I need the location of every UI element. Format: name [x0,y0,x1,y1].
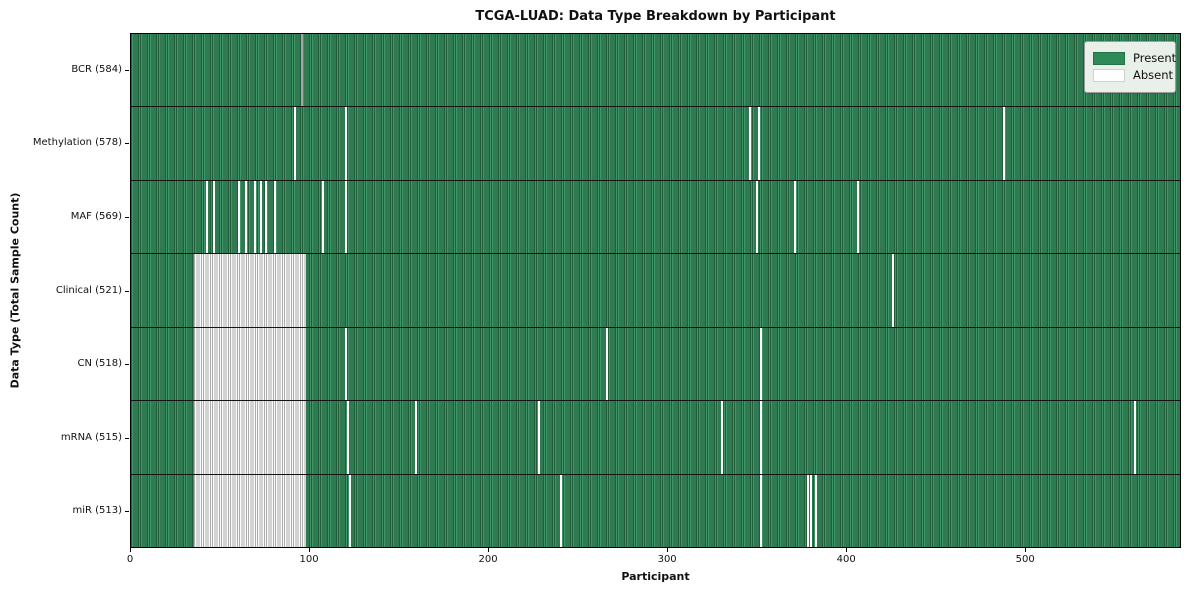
absent-cell [345,107,348,180]
x-tick-mark [667,548,669,552]
absent-cell [265,180,268,254]
legend-label: Present [1133,51,1177,65]
y-tick-mark [125,364,129,366]
absent-cell [345,180,348,254]
x-tick-mark [846,548,848,552]
absent-cell [538,401,541,474]
x-axis-label: Participant [621,570,690,583]
heatmap-row-mir [131,474,1180,547]
x-tick-label-100: 100 [299,554,319,565]
legend-swatch-present [1093,51,1125,65]
y-tick-label-maf: MAF (569) [70,210,122,222]
heatmap-row-methylation [131,107,1180,181]
absent-cell [892,254,895,327]
y-tick-mark [125,511,129,513]
absent-block [193,401,307,474]
y-tick-mark [125,216,129,218]
absent-cell [206,180,209,254]
absent-cell [273,180,276,254]
absent-cell [322,180,325,254]
absent-cell [213,180,216,254]
plot-area [130,33,1181,548]
absent-cell [1133,401,1136,474]
x-tick-mark [488,548,490,552]
y-tick-label-mrna: mRNA (515) [60,431,122,443]
x-tick-label-200: 200 [478,554,498,565]
heatmap-row-bcr [131,34,1180,108]
x-tick-label-300: 300 [657,554,677,565]
x-tick-label-400: 400 [836,554,856,565]
absent-cell [345,327,348,401]
legend-swatch-absent [1093,68,1125,82]
x-tick-mark [1025,548,1027,552]
legend-label: Absent [1133,68,1174,82]
absent-cell [756,180,759,254]
absent-cell [760,401,763,474]
absent-block [193,254,307,327]
y-tick-label-clinical: Clinical (521) [55,284,122,296]
y-tick-mark [125,290,129,292]
y-tick-label-cn: CN (518) [77,358,122,370]
absent-cell [815,474,818,547]
x-tick-label-0: 0 [126,554,134,565]
y-tick-mark [125,69,129,71]
absent-cell [758,107,761,180]
absent-cell [559,474,562,547]
absent-cell [1003,107,1006,180]
legend-entry-absent: Absent [1093,68,1173,82]
absent-cell [856,180,859,254]
absent-cell [760,474,763,547]
y-tick-label-methylation: Methylation (578) [32,137,122,149]
absent-cell [293,107,296,180]
absent-cell [245,180,248,254]
absent-block [193,474,307,547]
heatmap-row-cn [131,327,1180,402]
absent-cell [606,327,609,401]
absent-cell [254,180,257,254]
absent-cell [259,180,262,254]
y-tick-mark [125,437,129,439]
absent-cell [793,180,796,254]
absent-block [193,327,307,401]
heatmap-row-clinical [131,254,1180,328]
x-tick-label-500: 500 [1015,554,1035,565]
legend-entry-present: Present [1093,51,1176,65]
absent-cell [810,474,813,547]
absent-cell [760,327,763,401]
y-tick-label-bcr: BCR (584) [71,63,122,75]
absent-cell [415,401,418,474]
y-tick-label-mir: miR (513) [72,505,122,517]
x-tick-mark [130,548,131,552]
absent-cell [806,474,809,547]
x-tick-mark [309,548,311,552]
gray-artifact-cell [300,34,304,107]
legend: Present Absent [1084,41,1176,93]
chart-title: TCGA-LUAD: Data Type Breakdown by Partic… [475,9,836,24]
absent-cell [349,474,352,547]
absent-cell [347,401,350,474]
absent-cell [749,107,752,180]
y-tick-mark [125,143,129,145]
heatmap-row-maf [131,180,1180,255]
heatmap-row-mrna [131,401,1180,475]
absent-cell [238,180,241,254]
absent-cell [720,401,723,474]
